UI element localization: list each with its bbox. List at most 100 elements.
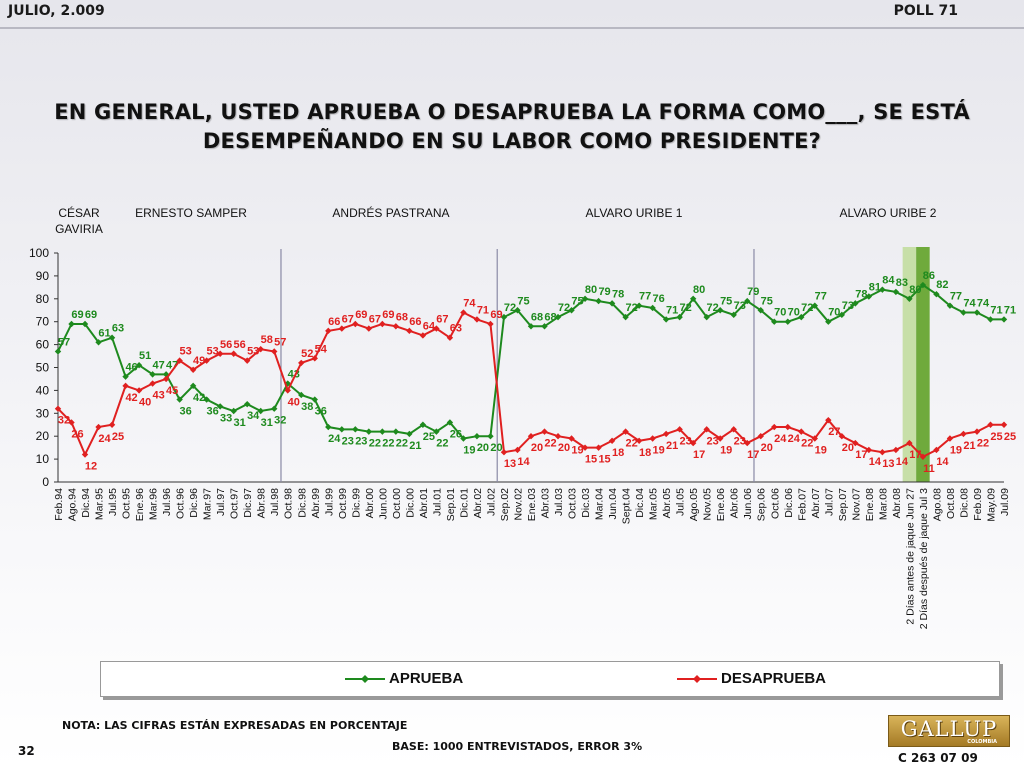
chart-title-line-2: DESEMPEÑANDO EN SU LABOR COMO PRESIDENTE…: [202, 129, 822, 153]
data-label-aprueba-8: 47: [166, 359, 178, 371]
point-aprueba-48: [703, 313, 710, 321]
point-aprueba-2: [81, 320, 89, 328]
data-label-desaprueba-51: 17: [747, 449, 759, 461]
data-label-desaprueba-12: 56: [220, 339, 232, 351]
data-label-aprueba-47: 80: [693, 284, 705, 296]
point-desaprueba-1: [68, 419, 75, 426]
data-label-aprueba-66: 77: [950, 291, 962, 303]
data-label-desaprueba-59: 17: [855, 449, 867, 461]
x-tick-label-41: Jun.04: [607, 488, 619, 520]
point-aprueba-29: [446, 419, 454, 426]
point-desaprueba-43: [635, 437, 643, 444]
x-tick-label-67: Dic.08: [958, 488, 970, 518]
data-label-desaprueba-25: 68: [396, 311, 408, 323]
data-label-aprueba-19: 36: [315, 406, 327, 418]
data-label-desaprueba-42: 22: [625, 438, 637, 450]
x-tick-label-50: Abr.06: [729, 488, 741, 519]
data-label-desaprueba-0: 32: [58, 415, 70, 427]
era-label-0-part-1: GAVIRIA: [55, 222, 103, 236]
data-label-desaprueba-49: 19: [720, 444, 732, 456]
x-tick-label-21: Oct.99: [337, 488, 349, 519]
data-label-aprueba-53: 70: [774, 307, 786, 319]
point-desaprueba-62: [892, 446, 900, 454]
data-label-desaprueba-62: 14: [896, 456, 909, 468]
point-aprueba-47: [689, 295, 697, 302]
point-desaprueba-5: [122, 382, 129, 390]
point-desaprueba-41: [608, 437, 616, 444]
point-aprueba-46: [676, 313, 683, 321]
data-label-aprueba-33: 72: [504, 302, 516, 314]
data-label-aprueba-11: 36: [207, 406, 219, 418]
x-tick-label-7: Mar.96: [148, 488, 160, 520]
data-label-aprueba-52: 75: [761, 295, 773, 307]
point-desaprueba-64: [919, 453, 927, 461]
point-aprueba-65: [933, 291, 940, 298]
y-tick-label-5: 50: [36, 361, 50, 375]
point-aprueba-50: [730, 311, 737, 319]
era-label-0-part-0: CÉSAR: [58, 205, 100, 220]
data-label-aprueba-21: 23: [342, 435, 354, 447]
data-label-aprueba-60: 81: [869, 282, 881, 294]
data-label-aprueba-10: 42: [193, 392, 205, 404]
data-label-aprueba-24: 22: [382, 438, 394, 450]
x-tick-label-45: Abr.05: [661, 488, 673, 519]
legend-label-aprueba: APRUEBA: [389, 670, 464, 687]
point-desaprueba-14: [244, 357, 251, 364]
data-label-desaprueba-43: 18: [639, 447, 651, 459]
point-aprueba-32: [487, 433, 494, 440]
chart-legend: APRUEBA DESAPRUEBA: [100, 661, 1000, 697]
data-label-desaprueba-4: 25: [112, 431, 124, 443]
chart-title-line-1: EN GENERAL, USTED APRUEBA O DESAPRUEBA L…: [54, 100, 970, 124]
poll-number: POLL 71: [893, 3, 958, 19]
data-label-aprueba-9: 36: [180, 406, 192, 418]
data-label-desaprueba-33: 13: [504, 458, 516, 470]
point-aprueba-62: [892, 288, 900, 296]
x-tick-label-30: Dic.01: [458, 488, 470, 518]
data-label-desaprueba-61: 13: [882, 458, 894, 470]
point-desaprueba-11: [203, 357, 210, 364]
data-label-aprueba-40: 79: [598, 286, 610, 298]
point-desaprueba-18: [298, 359, 305, 367]
data-label-desaprueba-26: 66: [409, 316, 421, 328]
x-tick-label-56: Abr.07: [810, 488, 822, 519]
legend-swatch-aprueba: [345, 675, 385, 683]
data-label-desaprueba-7: 43: [152, 390, 164, 402]
x-tick-label-44: Mar.05: [648, 488, 660, 520]
point-aprueba-7: [149, 371, 156, 378]
y-tick-label-9: 90: [36, 269, 50, 283]
data-label-aprueba-20: 24: [328, 433, 341, 445]
data-label-desaprueba-48: 23: [707, 435, 719, 447]
point-aprueba-12: [216, 403, 224, 410]
data-label-desaprueba-30: 74: [463, 298, 476, 310]
point-desaprueba-63: [906, 439, 913, 447]
point-aprueba-56: [811, 302, 818, 309]
point-desaprueba-25: [392, 323, 400, 330]
point-aprueba-41: [608, 300, 616, 307]
point-desaprueba-26: [406, 327, 413, 335]
data-label-desaprueba-57: 27: [828, 426, 840, 438]
point-desaprueba-49: [717, 435, 724, 442]
x-tick-label-26: Dic.00: [404, 488, 416, 518]
point-desaprueba-8: [162, 375, 170, 383]
data-label-aprueba-65: 82: [936, 279, 948, 291]
data-label-desaprueba-11: 53: [207, 346, 219, 358]
point-aprueba-42: [622, 313, 629, 321]
y-tick-label-4: 40: [36, 383, 50, 397]
point-desaprueba-38: [568, 435, 575, 442]
point-desaprueba-9: [176, 357, 183, 364]
data-label-aprueba-50: 73: [734, 300, 746, 312]
point-desaprueba-56: [811, 435, 818, 442]
data-label-desaprueba-58: 20: [842, 442, 854, 454]
point-aprueba-68: [973, 309, 981, 316]
point-desaprueba-2: [81, 451, 89, 458]
data-label-aprueba-46: 72: [680, 302, 692, 314]
point-aprueba-16: [271, 405, 278, 412]
y-tick-label-2: 20: [36, 429, 50, 443]
data-label-desaprueba-41: 18: [612, 447, 624, 459]
point-aprueba-45: [662, 316, 670, 323]
x-tick-label-59: Nov.07: [850, 488, 862, 521]
data-label-desaprueba-29: 63: [450, 323, 462, 335]
point-desaprueba-33: [500, 449, 508, 456]
data-label-aprueba-39: 80: [585, 284, 597, 296]
x-tick-label-1: Ago.94: [67, 488, 79, 521]
